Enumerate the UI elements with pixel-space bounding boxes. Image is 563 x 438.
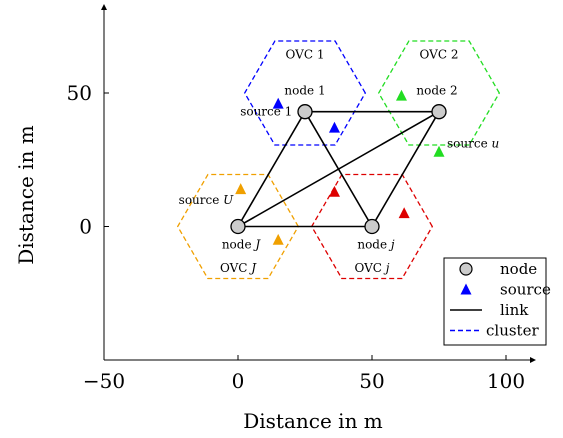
- source-2: [328, 121, 340, 133]
- legend-label-node: node: [500, 260, 537, 278]
- x-axis-arrow: [530, 357, 536, 363]
- source-5: [235, 183, 247, 195]
- cluster-1: [243, 40, 367, 146]
- x-tick-label-2: 50: [359, 369, 384, 393]
- cluster-2: [377, 40, 501, 146]
- node-nj: [364, 218, 380, 235]
- source-8: [398, 207, 410, 219]
- legend-source-marker: [460, 283, 472, 295]
- y-tick-label-0: 0: [79, 215, 92, 239]
- source-label-5: source U: [179, 193, 234, 207]
- link-n2-nj: [371, 111, 440, 227]
- cluster-label-2: OVC 2: [420, 47, 459, 61]
- node-label-nj: node j: [357, 238, 395, 252]
- source-1: [272, 97, 284, 109]
- x-tick-label-1: 0: [232, 369, 245, 393]
- legend-label-link: link: [500, 301, 529, 319]
- y-axis-label: Distance in m: [14, 125, 38, 265]
- node-label-nJ: node J: [222, 238, 262, 252]
- node-n1: [297, 104, 313, 120]
- x-axis-label: Distance in m: [243, 409, 383, 433]
- source-6: [272, 233, 284, 245]
- x-tick-label-3: 100: [487, 369, 525, 393]
- source-4: [433, 145, 445, 157]
- y-tick-label-1: 50: [67, 81, 92, 105]
- y-axis-arrow: [101, 4, 107, 10]
- source-3: [395, 89, 407, 101]
- link-n1-nJ: [237, 111, 306, 227]
- node-label-n2: node 2: [416, 84, 457, 98]
- node-n2: [431, 104, 447, 120]
- legend-label-source: source: [500, 281, 551, 299]
- cluster-label-1: OVC 1: [286, 47, 325, 61]
- source-label-1: source 1: [240, 105, 292, 119]
- link-n2-nJ: [237, 110, 440, 228]
- legend-node-marker: [459, 262, 473, 276]
- cluster-label-3: OVC J: [220, 261, 257, 275]
- x-tick-label-0: −50: [83, 369, 125, 393]
- source-label-4: source u: [447, 137, 499, 151]
- cluster-label-4: OVC j: [354, 261, 389, 275]
- legend-label-cluster: cluster: [486, 322, 539, 340]
- node-label-n1: node 1: [284, 84, 325, 98]
- source-7: [328, 185, 340, 197]
- node-nJ: [230, 218, 246, 235]
